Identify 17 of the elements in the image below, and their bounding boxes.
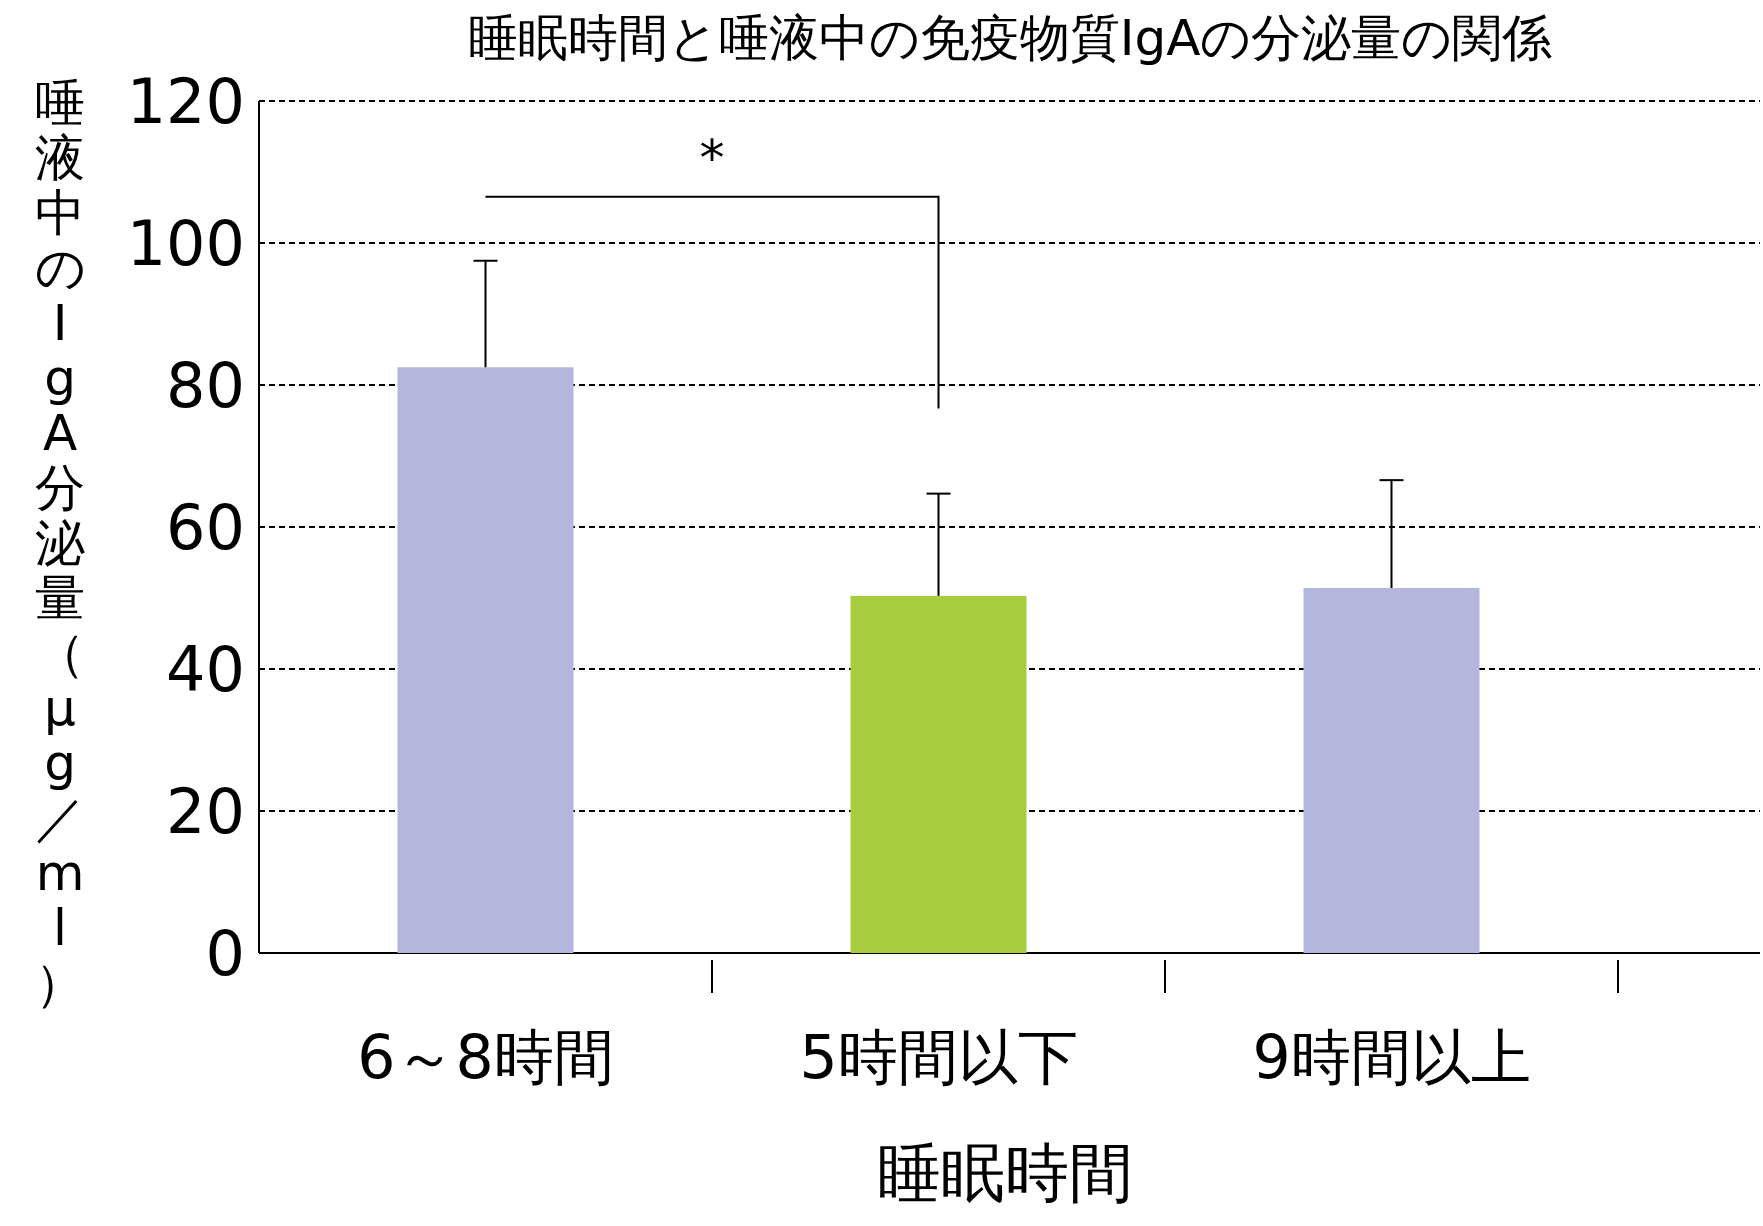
- bar: [1303, 588, 1480, 953]
- y-tick-label: 100: [126, 207, 245, 280]
- y-tick-label: 80: [166, 349, 245, 422]
- y-tick-label: 40: [166, 633, 245, 706]
- x-tick-label: 9時間以上: [1252, 1022, 1531, 1092]
- y-tick-label: 0: [205, 917, 245, 990]
- chart-title: 睡眠時間と唾液中の免疫物質IgAの分泌量の関係: [467, 9, 1553, 67]
- annotation: *: [699, 128, 725, 187]
- x-tick-label: 6～8時間: [357, 1022, 614, 1092]
- bar: [397, 367, 574, 953]
- y-tick-label: 120: [126, 65, 245, 138]
- x-tick-label: 5時間以下: [799, 1022, 1078, 1092]
- text: 唾液中のIgA分泌量（μg／ml）: [34, 74, 86, 1012]
- y-tick-label: 20: [166, 775, 245, 848]
- x-axis-title: 睡眠時間: [877, 1136, 1133, 1210]
- bar: [850, 595, 1027, 953]
- y-tick-label: 60: [166, 491, 245, 564]
